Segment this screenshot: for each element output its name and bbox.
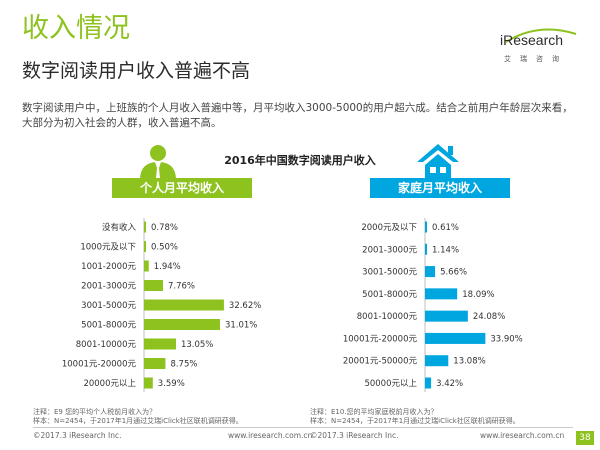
personal-bar xyxy=(144,338,176,350)
personal-bar xyxy=(144,260,149,272)
iresearch-logo: iResearch 艾瑞咨询 xyxy=(498,28,578,74)
personal-category-label: 10001元-20000元 xyxy=(62,360,137,370)
household-category-label: 50000元以上 xyxy=(364,379,417,389)
household-value-label: 33.90% xyxy=(490,334,522,344)
personal-value-label: 13.05% xyxy=(181,340,213,350)
logo-arc-icon xyxy=(505,28,577,43)
note-left: 注释：E9 您的平均个人税前月收入为？ 样本：N=2454，于2017年1月通过… xyxy=(33,408,243,426)
personal-value-label: 1.94% xyxy=(154,262,181,272)
page-title: 收入情况 xyxy=(22,13,130,44)
household-category-label: 8001-10000元 xyxy=(357,312,418,322)
household-value-label: 1.14% xyxy=(432,245,459,255)
personal-category-label: 没有收入 xyxy=(102,222,137,233)
intro-text: 数字阅读用户中，上班族的个人月收入普遍中等，月平均收入3000-5000的用户超… xyxy=(22,102,573,129)
household-category-label: 5001-8000元 xyxy=(362,290,417,300)
household-bar xyxy=(425,377,432,389)
personal-value-label: 7.76% xyxy=(168,282,195,292)
note-left-line-1: 注释：E9 您的平均个人税前月收入为？ xyxy=(33,408,157,416)
household-income-banner: 家庭月平均收入 xyxy=(370,178,510,198)
personal-category-label: 1001-2000元 xyxy=(81,262,136,272)
personal-value-label: 8.75% xyxy=(170,360,197,370)
personal-bar xyxy=(144,377,153,389)
personal-bar xyxy=(144,299,224,311)
household-category-label: 20001元-50000元 xyxy=(343,357,418,367)
personal-category-label: 3001-5000元 xyxy=(81,301,136,311)
personal-bar xyxy=(144,319,220,330)
personal-category-label: 2001-3000元 xyxy=(81,282,136,292)
household-value-label: 13.08% xyxy=(453,357,485,367)
household-category-label: 3001-5000元 xyxy=(362,268,417,278)
footer-divider xyxy=(33,427,573,428)
household-value-label: 18.09% xyxy=(462,290,494,300)
personal-bar xyxy=(144,280,164,291)
personal-bar xyxy=(144,358,166,369)
logo-name: iResearch xyxy=(500,32,564,48)
personal-value-label: 3.59% xyxy=(158,379,185,389)
household-bar xyxy=(425,266,436,278)
household-category-label: 2001-3000元 xyxy=(362,245,417,255)
personal-income-banner: 个人月平均收入 xyxy=(112,178,252,198)
page-subtitle: 数字阅读用户收入普遍不高 xyxy=(22,60,251,82)
personal-value-label: 31.01% xyxy=(225,321,257,331)
household-category-label: 10001元-20000元 xyxy=(343,334,418,344)
note-left-line-2: 样本：N=2454，于2017年1月通过艾瑞iClick社区联机调研获得。 xyxy=(33,417,243,425)
website-link-left[interactable]: www.iresearch.com.cn xyxy=(228,431,313,440)
person-icon xyxy=(140,145,176,180)
personal-category-label: 5001-8000元 xyxy=(81,321,136,331)
copyright-right: ©2017.3 iResearch Inc. xyxy=(310,431,399,440)
house-icon xyxy=(417,144,459,180)
personal-category-label: 20000元以上 xyxy=(83,379,136,389)
household-bar xyxy=(425,355,449,367)
note-right-line-1: 注释：E10.您的平均家庭税前月收入为？ xyxy=(310,408,438,416)
household-bar xyxy=(425,310,468,322)
copyright-left: ©2017.3 iResearch Inc. xyxy=(33,431,122,440)
household-bar xyxy=(425,288,458,300)
personal-bar xyxy=(144,221,146,233)
household-value-label: 0.61% xyxy=(432,223,459,233)
household-value-label: 24.08% xyxy=(473,312,505,322)
household-bar xyxy=(425,332,486,344)
page-number: 38 xyxy=(576,431,594,445)
website-link-right[interactable]: www.iresearch.com.cn xyxy=(480,431,565,440)
logo-tagline: 艾瑞咨询 xyxy=(504,55,568,63)
note-right-line-2: 样本：N=2454，于2017年1月通过艾瑞iClick社区联机调研获得。 xyxy=(310,417,520,425)
note-right: 注释：E10.您的平均家庭税前月收入为？ 样本：N=2454，于2017年1月通… xyxy=(310,408,520,426)
household-value-label: 5.66% xyxy=(440,268,467,278)
household-bar xyxy=(425,221,427,233)
household-bar xyxy=(425,243,428,255)
chart-title: 2016年中国数字阅读用户收入 xyxy=(224,154,376,167)
personal-value-label: 0.78% xyxy=(151,223,178,233)
household-value-label: 3.42% xyxy=(436,379,463,389)
household-category-label: 2000元及以下 xyxy=(361,223,417,233)
personal-value-label: 32.62% xyxy=(229,301,261,311)
personal-value-label: 0.50% xyxy=(151,243,178,253)
personal-category-label: 1000元及以下 xyxy=(80,243,136,253)
personal-bar xyxy=(144,241,146,252)
personal-category-label: 8001-10000元 xyxy=(76,340,137,350)
